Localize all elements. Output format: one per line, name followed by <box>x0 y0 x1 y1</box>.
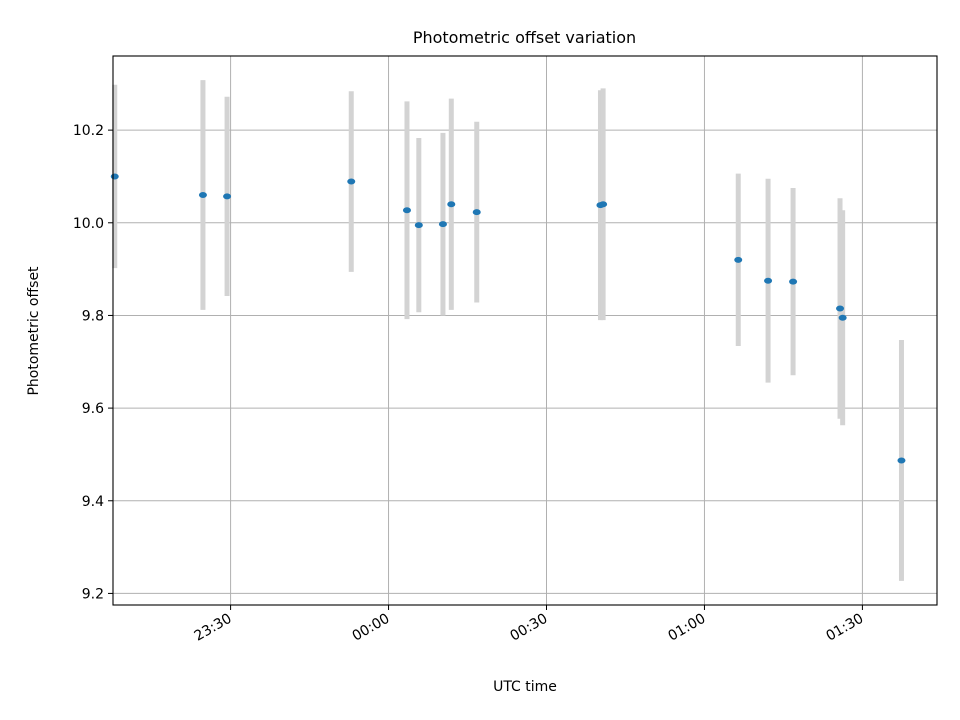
y-tick-label: 9.2 <box>82 586 104 602</box>
y-tick-label: 10.2 <box>73 123 104 139</box>
y-tick-label: 9.8 <box>82 308 104 324</box>
x-axis-label: UTC time <box>493 679 557 695</box>
y-tick-label: 9.4 <box>82 494 104 510</box>
data-point <box>110 173 119 180</box>
chart-title: Photometric offset variation <box>413 28 636 47</box>
data-point <box>447 201 456 208</box>
y-axis-label: Photometric offset <box>26 266 42 396</box>
axes-frame <box>112 55 938 606</box>
data-point <box>734 256 743 263</box>
data-point <box>438 221 447 228</box>
data-point <box>414 222 423 229</box>
data-point <box>599 201 608 208</box>
y-tick-label: 9.6 <box>82 401 104 417</box>
data-point <box>223 193 232 200</box>
data-point <box>897 457 906 464</box>
data-point <box>347 178 356 185</box>
y-tick-label: 10.0 <box>73 216 104 232</box>
y-axis-ticks: 9.2 9.4 9.6 9.8 10.0 10.2 <box>73 123 113 602</box>
data-point <box>472 209 481 216</box>
data-point <box>838 314 847 321</box>
data-point <box>789 278 798 285</box>
data-point <box>836 305 845 312</box>
data-point <box>764 277 773 284</box>
data-points <box>110 173 906 464</box>
data-point <box>198 191 207 198</box>
grid <box>113 56 937 605</box>
data-point <box>402 207 411 214</box>
